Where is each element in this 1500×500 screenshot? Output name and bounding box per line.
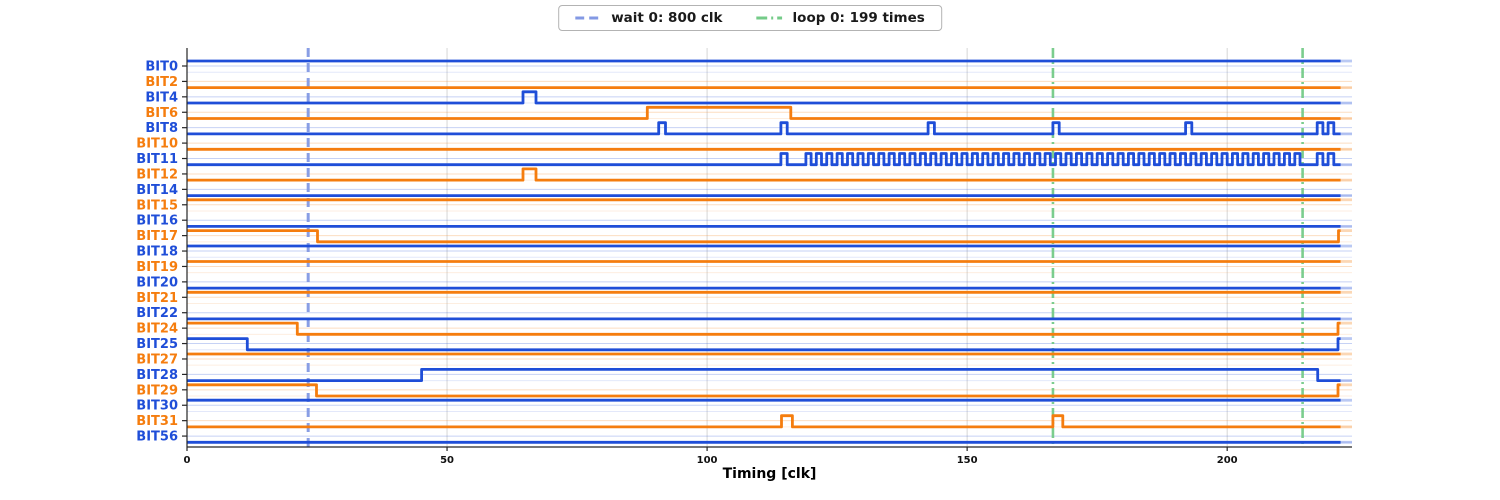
y-label-BIT14: BIT14 <box>136 183 178 198</box>
y-label-BIT19: BIT19 <box>136 260 178 275</box>
legend-label-loop: loop 0: 199 times <box>792 10 925 26</box>
x-tick-label-50: 50 <box>440 455 454 466</box>
legend-label-wait: wait 0: 800 clk <box>611 10 723 26</box>
waveform-BIT24 <box>187 321 1341 336</box>
y-label-BIT21: BIT21 <box>136 291 178 306</box>
x-axis-title: Timing [clk] <box>722 466 817 482</box>
y-label-BIT12: BIT12 <box>136 167 178 182</box>
waveform-BIT12 <box>187 167 1341 182</box>
y-label-BIT25: BIT25 <box>136 337 178 352</box>
y-label-BIT18: BIT18 <box>136 245 178 260</box>
y-label-BIT10: BIT10 <box>136 137 178 152</box>
x-tick-label-0: 0 <box>184 455 191 466</box>
legend: wait 0: 800 clk loop 0: 199 times <box>558 5 942 31</box>
waveform-BIT4 <box>187 90 1341 105</box>
waveform-BIT6 <box>187 105 1341 120</box>
y-label-BIT2: BIT2 <box>145 75 178 90</box>
y-label-BIT11: BIT11 <box>136 152 178 167</box>
y-label-BIT28: BIT28 <box>136 368 178 383</box>
y-label-BIT8: BIT8 <box>145 121 178 136</box>
y-label-BIT56: BIT56 <box>136 430 178 445</box>
waveform-BIT8 <box>187 121 1341 136</box>
waveform-BIT31 <box>187 414 1341 429</box>
y-label-BIT24: BIT24 <box>136 322 178 337</box>
x-tick-label-200: 200 <box>1217 455 1238 466</box>
waveform-BIT29 <box>187 383 1341 398</box>
y-label-BIT0: BIT0 <box>145 60 178 75</box>
waveform-BIT11 <box>187 152 1341 167</box>
y-label-BIT6: BIT6 <box>145 106 178 121</box>
legend-item-loop: loop 0: 199 times <box>756 10 925 26</box>
y-label-BIT4: BIT4 <box>145 90 178 105</box>
y-label-BIT16: BIT16 <box>136 214 178 229</box>
wait-dashed-line-icon <box>575 16 602 20</box>
y-label-BIT17: BIT17 <box>136 229 178 244</box>
y-label-BIT31: BIT31 <box>136 414 178 429</box>
x-tick-label-100: 100 <box>697 455 718 466</box>
y-label-BIT22: BIT22 <box>136 306 178 321</box>
y-label-BIT30: BIT30 <box>136 399 178 414</box>
y-label-BIT27: BIT27 <box>136 352 178 367</box>
x-tick-label-150: 150 <box>957 455 978 466</box>
legend-item-wait: wait 0: 800 clk <box>575 10 723 26</box>
waveform-BIT28 <box>187 368 1341 382</box>
y-label-BIT15: BIT15 <box>136 198 178 213</box>
waveform-BIT17 <box>187 229 1341 244</box>
loop-dashdot-line-icon <box>756 16 783 20</box>
y-label-BIT29: BIT29 <box>136 383 178 398</box>
waveform-BIT25 <box>187 337 1341 352</box>
y-label-BIT20: BIT20 <box>136 275 178 290</box>
